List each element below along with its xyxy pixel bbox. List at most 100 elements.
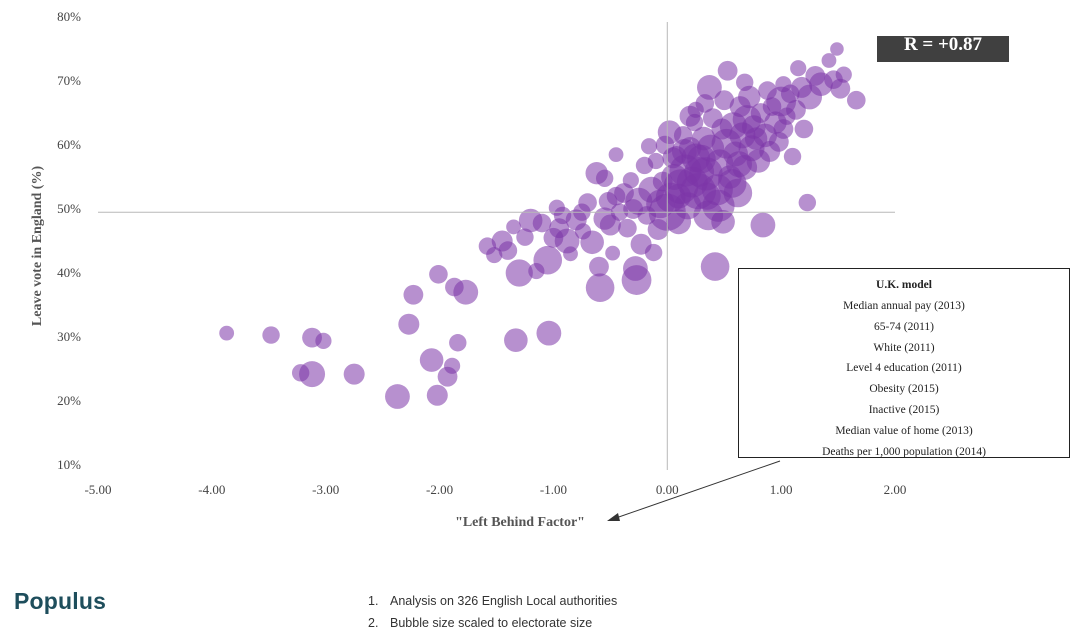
- bubble-point: [622, 172, 639, 189]
- x-tick-label: 0.00: [656, 482, 679, 497]
- bubble-point: [536, 320, 562, 346]
- bubble-point: [750, 212, 776, 238]
- bubble-point: [681, 143, 711, 173]
- bubble-point: [783, 147, 802, 166]
- bubble-point: [453, 279, 479, 305]
- x-tick-label: 1.00: [770, 482, 793, 497]
- y-tick-label: 60%: [57, 137, 81, 152]
- bubble-point: [486, 246, 503, 264]
- bubble-point: [640, 138, 658, 155]
- y-tick-label: 50%: [57, 201, 81, 216]
- bubble-point: [744, 127, 768, 150]
- bubble-point: [426, 384, 448, 406]
- bubble-point: [506, 219, 521, 235]
- y-tick-label: 20%: [57, 393, 81, 408]
- x-tick-label: -4.00: [198, 482, 225, 497]
- callout-arrow-head: [607, 513, 620, 521]
- y-tick-label: 70%: [57, 73, 81, 88]
- bubble-point: [679, 105, 701, 127]
- x-axis-title: "Left Behind Factor": [455, 515, 585, 530]
- bubble-point: [821, 53, 837, 68]
- model-item: Obesity (2015): [869, 383, 939, 396]
- x-tick-labels: -5.00 -4.00 -3.00 -2.00 -1.00 0.00 1.00 2.00: [84, 482, 906, 497]
- bubble-point: [443, 357, 461, 374]
- footnote-item: 1. Analysis on 326 English Local authorit…: [368, 592, 617, 614]
- model-box-title: U.K. model: [876, 279, 932, 291]
- bubble-point: [738, 85, 761, 109]
- bubble-point: [533, 245, 563, 275]
- bubble-point: [504, 328, 528, 353]
- bubble-point: [790, 60, 807, 77]
- x-tick-label: -5.00: [84, 482, 111, 497]
- populus-logo: Populus: [14, 588, 107, 614]
- x-tick-label: 2.00: [884, 482, 907, 497]
- bubble-point: [726, 151, 753, 178]
- bubble-point: [717, 60, 738, 81]
- bubble-point: [714, 90, 735, 111]
- model-item: Inactive (2015): [868, 403, 940, 416]
- bubble-point: [299, 361, 326, 388]
- bubble-point: [794, 119, 814, 139]
- bubble-point: [580, 230, 604, 255]
- bubble-point: [585, 273, 615, 303]
- bubble-layer: [219, 42, 866, 409]
- y-tick-label: 30%: [57, 329, 81, 344]
- bubble-point: [798, 193, 817, 212]
- bubble-point: [666, 183, 692, 209]
- bubble-point: [262, 326, 280, 344]
- x-tick-label: -3.00: [312, 482, 339, 497]
- bubble-point: [595, 169, 614, 187]
- bubble-point: [606, 186, 626, 206]
- bubble-point: [532, 213, 552, 233]
- bubble-point: [398, 313, 420, 335]
- bubble-point: [589, 256, 609, 277]
- y-tick-labels: 10% 20% 30% 40% 50% 60% 70% 80%: [57, 9, 81, 472]
- bubble-point: [605, 245, 621, 261]
- model-item: Median value of home (2013): [835, 424, 973, 437]
- bubble-point: [736, 73, 754, 91]
- bubble-point: [700, 252, 730, 281]
- bubble-point: [385, 384, 410, 409]
- y-tick-label: 10%: [57, 457, 81, 472]
- bubble-point: [315, 332, 332, 349]
- bubble-point: [697, 75, 722, 100]
- bubble-point: [419, 348, 444, 372]
- y-tick-label: 40%: [57, 265, 81, 280]
- y-tick-label: 80%: [57, 9, 81, 24]
- uk-model-box: U.K. model Median annual pay (2013) 65-7…: [738, 268, 1070, 458]
- footnote-item: 2. Bubble size scaled to electorate size: [368, 614, 617, 636]
- bubble-point: [695, 94, 715, 113]
- bubble-point: [758, 81, 777, 100]
- correlation-badge: R = +0.87: [877, 35, 1009, 62]
- bubble-point: [343, 363, 365, 385]
- callout-arrow-line: [612, 460, 781, 520]
- bubble-point: [655, 135, 675, 155]
- footnote-number: 1.: [368, 594, 379, 608]
- bubble-point: [608, 147, 624, 163]
- bubble-point: [830, 42, 844, 56]
- model-item: 65-74 (2011): [874, 320, 934, 333]
- model-item: Deaths per 1,000 population (2014): [822, 445, 986, 458]
- bubble-point: [593, 207, 616, 230]
- footnote-number: 2.: [368, 616, 379, 630]
- x-tick-label: -1.00: [540, 482, 567, 497]
- model-item: Median annual pay (2013): [843, 300, 965, 312]
- bubble-point: [219, 325, 235, 341]
- bubble-point: [449, 334, 467, 352]
- bubble-point: [516, 228, 534, 246]
- model-item: White (2011): [873, 341, 935, 354]
- bubble-point: [505, 259, 533, 287]
- bubble-point: [563, 246, 578, 262]
- bubble-point: [549, 218, 570, 239]
- x-tick-label: -2.00: [426, 482, 453, 497]
- bubble-point: [403, 284, 424, 305]
- bubble-point: [618, 218, 637, 238]
- bubble-point: [775, 76, 792, 93]
- bubble-point: [623, 199, 644, 219]
- bubble-point: [621, 265, 652, 295]
- bubble-point: [702, 189, 735, 222]
- footnotes: 1. Analysis on 326 English Local authorit…: [368, 592, 617, 636]
- y-axis-title: Leave vote in England (%): [30, 166, 45, 327]
- footnote-text: Analysis on 326 English Local authoritie…: [390, 594, 618, 608]
- bubble-point: [429, 264, 448, 284]
